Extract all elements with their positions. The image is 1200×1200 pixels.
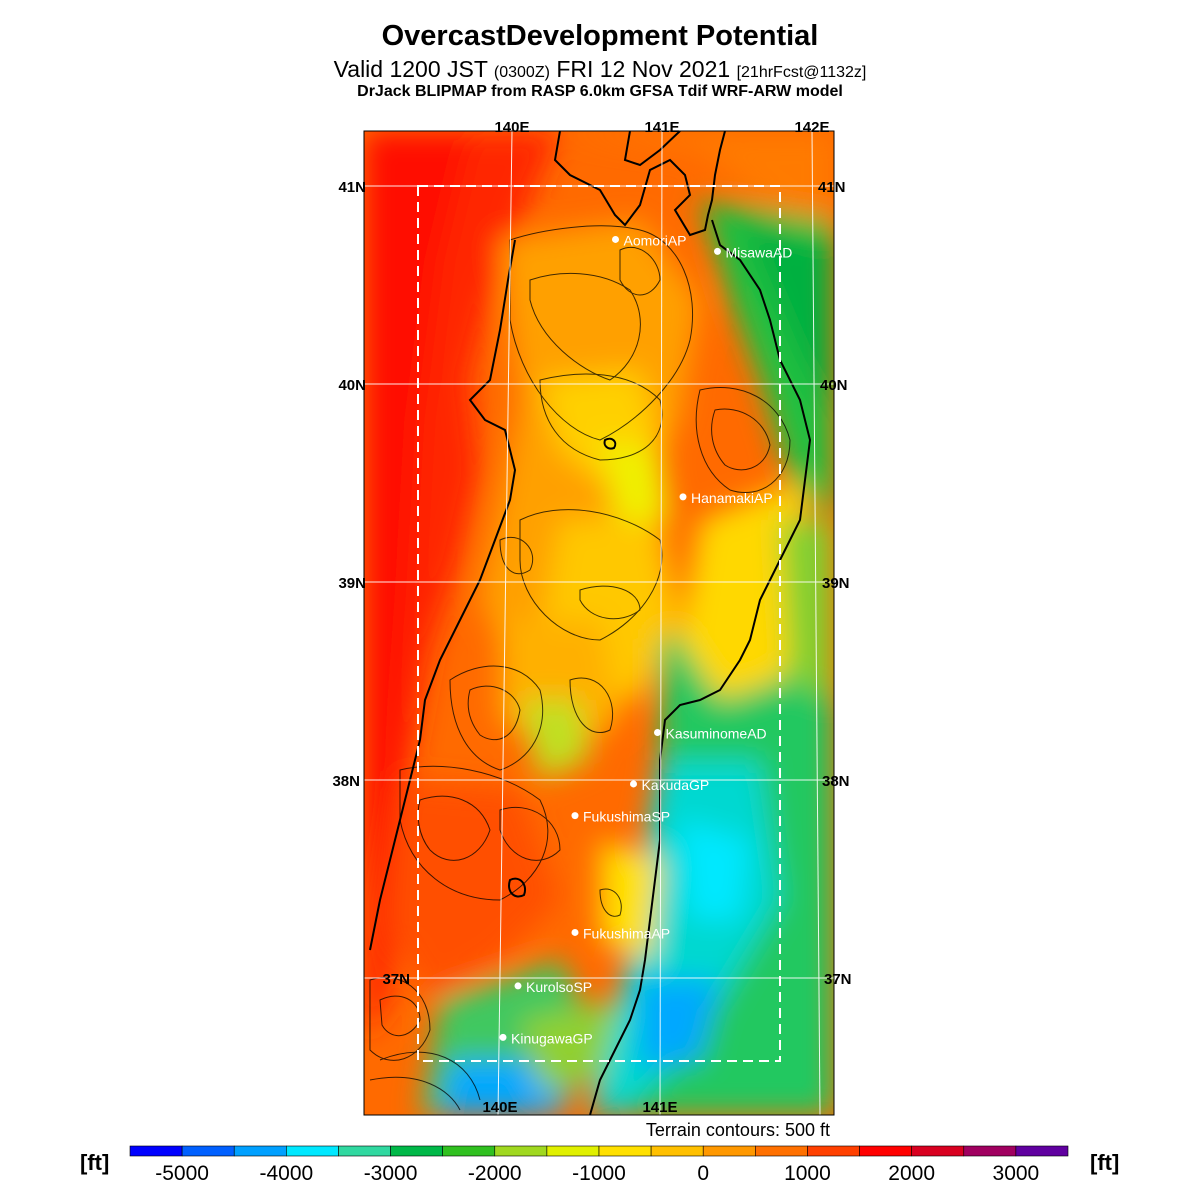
lat-left-label: 40N: [338, 377, 366, 394]
colorbar-swatch: [233, 1145, 287, 1157]
valid-main: Valid 1200 JST: [333, 56, 488, 82]
colorbar-swatch: [546, 1145, 600, 1157]
colorbar-tick-label: 0: [697, 1162, 709, 1185]
station-label: KurolsoSP: [526, 979, 592, 995]
colorbar-swatch: [598, 1145, 652, 1157]
station-marker: [714, 247, 721, 255]
colorbar-swatch: [338, 1145, 391, 1157]
station-label: FukushimaSP: [583, 809, 670, 825]
colorbar-tick-label: -2000: [468, 1162, 522, 1185]
map-frame: [363, 130, 835, 1116]
colorbar-swatch: [390, 1145, 443, 1157]
colorbar-swatch: [963, 1145, 1017, 1157]
colorbar-tick-label: -3000: [364, 1162, 418, 1185]
domain-boundary: [417, 185, 781, 1062]
lat-left-label: 38N: [332, 773, 360, 790]
station-marker: [679, 493, 687, 501]
station-marker: [571, 812, 579, 820]
colorbar-tick-label: -1000: [572, 1162, 626, 1185]
colorbar: -5000 -4000 -3000 -2000 -1000 0 1000 2000 3000: [129, 1145, 1069, 1185]
lat-right-label: 37N: [824, 971, 852, 988]
lon-top-label: 142E: [794, 119, 829, 136]
station-marker: [630, 780, 637, 788]
station-label: KasuminomeAD: [666, 725, 767, 741]
colorbar-swatch: [1015, 1145, 1069, 1157]
station-marker: [499, 1033, 507, 1041]
colorbar-swatch: [650, 1145, 704, 1157]
colorbar-swatch: [859, 1145, 912, 1157]
station-label: HanamakiAP: [691, 490, 773, 506]
station-label: AomoriAP: [624, 232, 687, 248]
colorbar-tick-label: -4000: [259, 1162, 313, 1185]
colorbar-swatch: [911, 1145, 965, 1157]
colorbar-unit-right: [ft]: [1090, 1150, 1120, 1175]
station-marker: [612, 235, 619, 243]
colorbar-swatch: [129, 1145, 183, 1157]
lat-right-label: 41N: [818, 179, 846, 196]
station-marker: [514, 982, 522, 990]
field-layer: AomoriAP MisawaAD HanamakiAP KasuminomeAD Ka…: [364, 131, 834, 1115]
colorbar-tick-label: 3000: [993, 1162, 1040, 1185]
colorbar-swatch: [755, 1145, 808, 1157]
terrain-contours: [369, 225, 791, 1111]
lat-right-label: 38N: [822, 773, 850, 790]
lon-bottom-label: 141E: [642, 1099, 677, 1116]
lat-left-label: 39N: [338, 575, 366, 592]
lon-bottom-label: 140E: [482, 1099, 517, 1116]
colorbar-swatch: [286, 1145, 339, 1157]
colorbar-swatch: [442, 1145, 496, 1157]
valid-time: Valid 1200 JST (0300Z) FRI 12 Nov 2021 […: [0, 56, 1200, 83]
colorbar-swatch: [181, 1145, 235, 1157]
graticule: [364, 131, 834, 1115]
lat-right-label: 40N: [820, 377, 848, 394]
lat-left-label: 41N: [338, 179, 366, 196]
station-label: FukushimaAP: [583, 925, 670, 941]
station-marker: [571, 928, 579, 936]
colorbar-swatch: [494, 1145, 548, 1157]
forecast-run: [21hrFcst@1132z]: [736, 64, 867, 81]
terrain-contour-note: Terrain contours: 500 ft: [645, 1120, 830, 1140]
lat-right-label: 39N: [822, 575, 850, 592]
colorbar-swatch: [702, 1145, 756, 1157]
lon-top-label: 141E: [644, 119, 679, 136]
colorbar-unit-left: [ft]: [80, 1150, 110, 1175]
station-label: KinugawaGP: [511, 1030, 593, 1046]
valid-utc: (0300Z): [493, 64, 550, 81]
chart-title: OvercastDevelopment Potential: [381, 20, 819, 52]
colorbar-tick-label: -5000: [155, 1162, 209, 1185]
colorbar-tick-label: 2000: [888, 1162, 935, 1185]
station-marker: [654, 728, 661, 736]
lat-left-label: 37N: [382, 971, 410, 988]
model-description: DrJack BLIPMAP from RASP 6.0km GFSA Tdif…: [357, 83, 843, 100]
station-label: MisawaAD: [726, 244, 793, 260]
forecast-date: FRI 12 Nov 2021: [556, 56, 731, 82]
station-label: KakudaGP: [642, 777, 710, 793]
axis-labels: 140E 141E 142E 140E 141E 41N 40N 39N 38N…: [332, 119, 851, 1116]
colorbar-tick-label: 1000: [784, 1162, 831, 1185]
station-layer: AomoriAP MisawaAD HanamakiAP KasuminomeAD Ka…: [499, 232, 793, 1046]
colorbar-swatch: [807, 1145, 860, 1157]
lon-top-label: 140E: [494, 119, 529, 136]
